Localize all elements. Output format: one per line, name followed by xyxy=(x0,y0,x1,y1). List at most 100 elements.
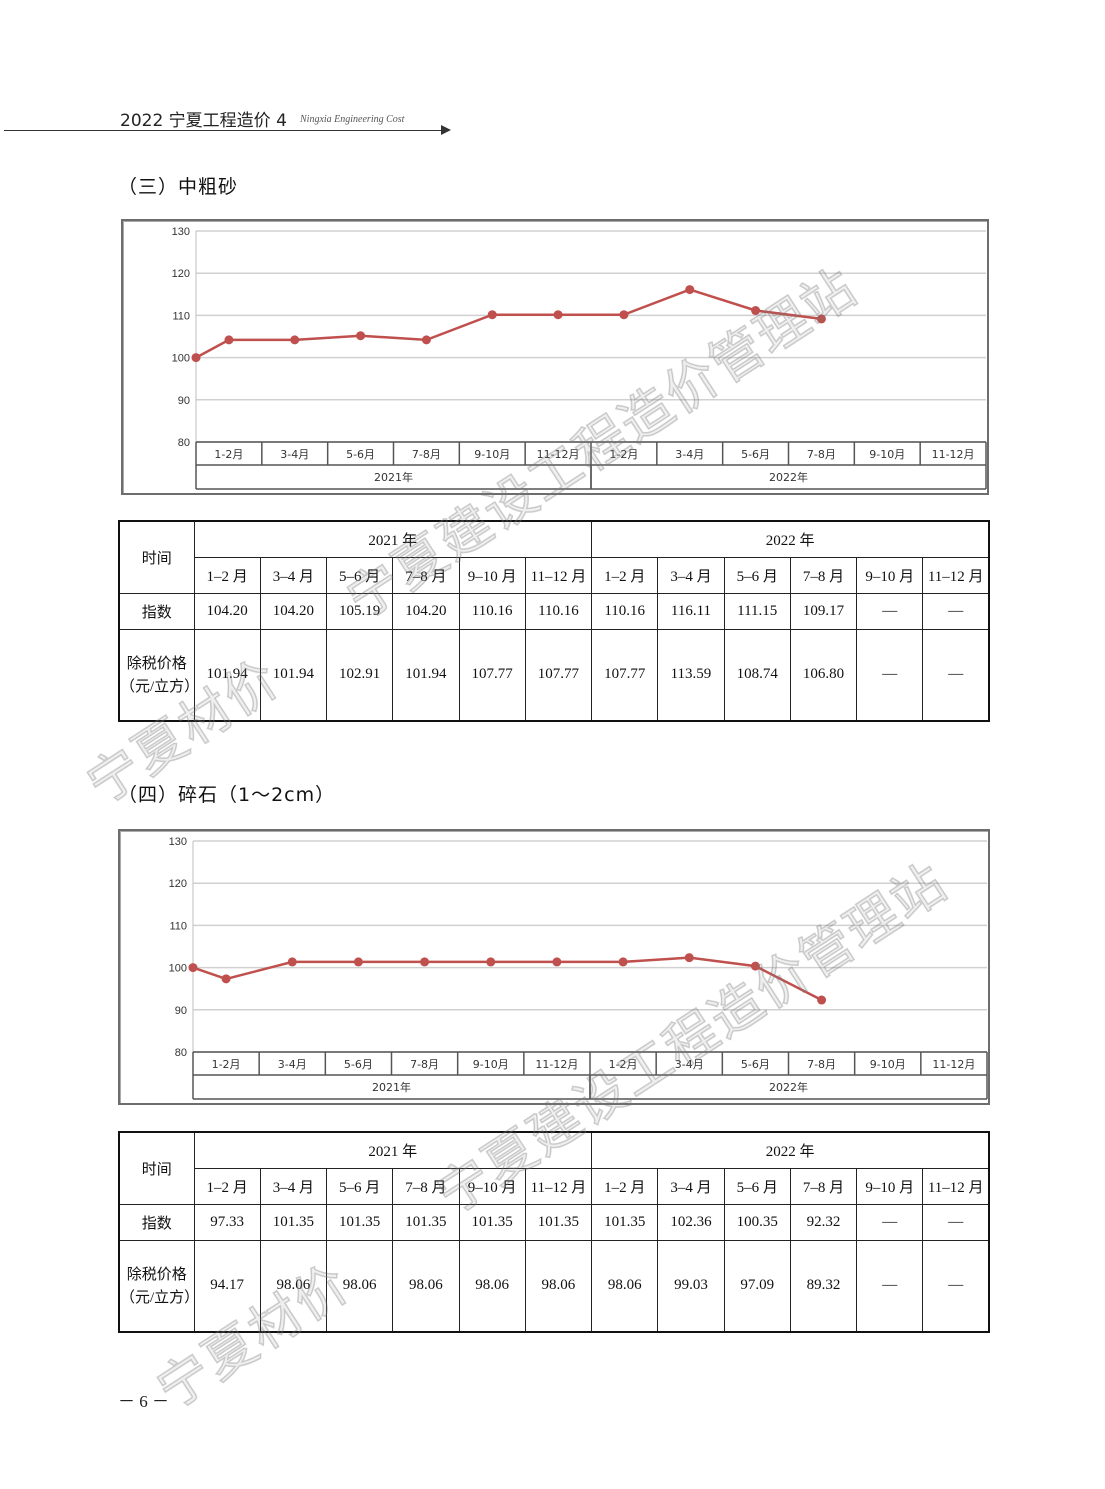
x-group-label: 2022年 xyxy=(769,470,808,484)
index-cell: 101.35 xyxy=(591,1203,659,1241)
month-header: 3–4 月 xyxy=(657,556,725,594)
price-cell: 98.06 xyxy=(325,1239,394,1333)
price-label-line2: （元/立方） xyxy=(120,678,194,695)
month-header: 5–6 月 xyxy=(325,1167,394,1205)
data-point xyxy=(618,957,628,967)
index-cell: — xyxy=(856,592,924,630)
month-header: 3–4 月 xyxy=(259,556,328,594)
baseline-point xyxy=(191,353,201,363)
data-point xyxy=(224,335,234,345)
price-cell: 99.03 xyxy=(657,1239,725,1333)
price-cell: 97.09 xyxy=(723,1239,791,1333)
journal-english-title: Ningxia Engineering Cost xyxy=(300,114,405,125)
month-header: 9–10 月 xyxy=(458,556,526,594)
time-header: 时间 xyxy=(118,520,195,594)
x-tick-label: 11-12月 xyxy=(932,448,975,461)
month-header: 9–10 月 xyxy=(856,556,924,594)
year-header: 2022 年 xyxy=(591,1131,990,1169)
x-tick-label: 7-8月 xyxy=(807,1058,836,1071)
month-header: 11–12 月 xyxy=(922,556,990,594)
index-cell: 104.20 xyxy=(392,592,460,630)
y-tick-label: 100 xyxy=(172,353,190,365)
month-header: 7–8 月 xyxy=(392,1167,460,1205)
index-cell: — xyxy=(922,592,990,630)
index-cell: 101.35 xyxy=(259,1203,328,1241)
year-header: 2021 年 xyxy=(193,1131,593,1169)
x-tick-label: 3-4月 xyxy=(675,448,704,461)
index-cell: 104.20 xyxy=(259,592,328,630)
price-label: 除税价格 （元/立方） xyxy=(118,628,195,722)
data-point xyxy=(553,310,563,320)
series-line xyxy=(195,288,822,359)
index-cell: 104.20 xyxy=(193,592,261,630)
data-point xyxy=(685,285,695,295)
journal-issue: 2022 宁夏工程造价 4 xyxy=(120,111,287,131)
x-tick-label: 1-2月 xyxy=(214,448,243,461)
running-header: 2022 宁夏工程造价 4 Ningxia Engineering Cost xyxy=(0,104,460,135)
page-number: － 6 － xyxy=(118,1392,169,1411)
year-header: 2021 年 xyxy=(193,520,593,558)
x-tick-label: 5-6月 xyxy=(741,448,770,461)
x-tick-label: 9-10月 xyxy=(869,448,905,461)
x-tick-label: 7-8月 xyxy=(410,1058,439,1071)
index-cell: 110.16 xyxy=(524,592,593,630)
data-point xyxy=(817,995,827,1005)
series-line xyxy=(192,956,823,1002)
y-tick-label: 110 xyxy=(169,920,187,932)
price-cell: 98.06 xyxy=(458,1239,526,1333)
index-cell: — xyxy=(922,1203,990,1241)
index-cell: 101.35 xyxy=(325,1203,394,1241)
price-cell: — xyxy=(856,628,924,722)
price-cell: 98.06 xyxy=(591,1239,659,1333)
x-tick-label: 1-2月 xyxy=(212,1058,241,1071)
data-point xyxy=(487,310,497,320)
data-point xyxy=(751,306,761,316)
x-tick-label: 5-6月 xyxy=(346,448,375,461)
x-tick-label: 3-4月 xyxy=(675,1058,704,1071)
x-tick-label: 7-8月 xyxy=(412,448,441,461)
price-cell: — xyxy=(922,1239,990,1333)
month-header: 11–12 月 xyxy=(524,556,593,594)
price-cell: 89.32 xyxy=(789,1239,858,1333)
index-cell: 97.33 xyxy=(193,1203,261,1241)
section-title-gravel: （四）碎石（1～2cm） xyxy=(118,784,336,806)
y-tick-label: 90 xyxy=(175,1005,187,1017)
data-point xyxy=(353,957,363,967)
price-cell: 107.77 xyxy=(458,628,526,722)
price-cell: 101.94 xyxy=(259,628,328,722)
data-point xyxy=(552,957,562,967)
chart-sand-svg: 80 90 100 110 120 130 1-2月 3-4月 5-6月 7-8月 9-10月 11-… xyxy=(172,226,987,490)
index-cell: 105.19 xyxy=(325,592,394,630)
x-tick-label: 5-6月 xyxy=(344,1058,373,1071)
x-tick-label: 9-10月 xyxy=(473,1058,509,1071)
index-cell: 102.36 xyxy=(657,1203,725,1241)
data-point xyxy=(486,957,496,967)
data-point xyxy=(816,314,826,324)
index-cell: 100.35 xyxy=(723,1203,791,1241)
data-point xyxy=(750,961,760,971)
price-cell: 101.94 xyxy=(392,628,460,722)
data-point xyxy=(356,331,366,341)
price-cell: 98.06 xyxy=(392,1239,460,1333)
price-cell: 113.59 xyxy=(657,628,725,722)
month-header: 3–4 月 xyxy=(259,1167,328,1205)
chart-gravel-index: 80 90 100 110 120 130 1-2月 3-4月 5-6月 7-8月 9-10月 11-… xyxy=(118,829,990,1105)
data-point xyxy=(221,974,231,984)
x-tick-label: 7-8月 xyxy=(807,448,836,461)
index-label: 指数 xyxy=(118,1203,195,1241)
price-label-line1: 除税价格 xyxy=(126,653,187,672)
price-cell: 108.74 xyxy=(723,628,791,722)
index-cell: 110.16 xyxy=(458,592,526,630)
price-cell: 101.94 xyxy=(193,628,261,722)
month-header: 1–2 月 xyxy=(591,556,659,594)
header-rule xyxy=(4,130,446,131)
y-tick-label: 130 xyxy=(172,226,190,238)
price-cell: — xyxy=(856,1239,924,1333)
chart-sand-index: 80 90 100 110 120 130 1-2月 3-4月 5-6月 7-8月 9-10月 11-… xyxy=(121,219,989,495)
month-header: 3–4 月 xyxy=(657,1167,725,1205)
y-tick-label: 100 xyxy=(169,963,187,975)
x-tick-label: 9-10月 xyxy=(474,448,510,461)
y-tick-label: 120 xyxy=(169,878,187,890)
data-point xyxy=(619,310,629,320)
data-point xyxy=(421,335,431,345)
